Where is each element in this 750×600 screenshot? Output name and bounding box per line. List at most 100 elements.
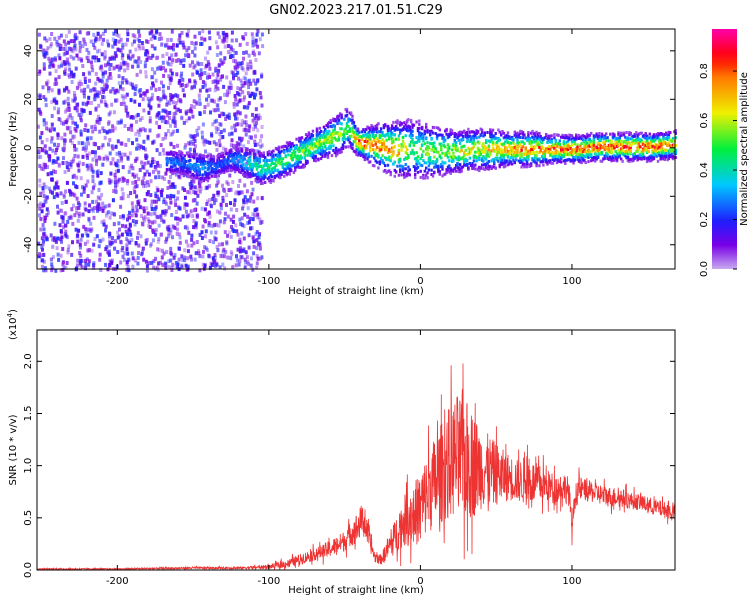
heatmap-cell <box>105 129 109 134</box>
heatmap-cell <box>192 65 196 70</box>
heatmap-cell <box>57 53 61 58</box>
heatmap-cell <box>38 213 41 218</box>
heatmap-cell <box>329 121 332 124</box>
heatmap-cell <box>508 151 511 155</box>
heatmap-cell <box>203 217 207 222</box>
heatmap-cell <box>340 146 343 150</box>
heatmap-cell <box>485 155 488 159</box>
heatmap-cell <box>465 130 469 134</box>
heatmap-cell <box>377 130 380 134</box>
heatmap-cell <box>392 138 395 142</box>
heatmap-cell <box>160 188 164 193</box>
heatmap-cell <box>389 132 392 136</box>
heatmap-cell <box>227 132 231 137</box>
heatmap-cell <box>201 262 205 267</box>
heatmap-cell <box>135 173 139 178</box>
heatmap-cell <box>97 202 101 207</box>
heatmap-cell <box>171 262 175 267</box>
heatmap-cell <box>240 231 244 236</box>
heatmap-cell <box>218 96 222 101</box>
heatmap-cell <box>422 173 425 177</box>
heatmap-cell <box>81 162 85 166</box>
heatmap-cell <box>105 78 109 83</box>
heatmap-cell <box>250 32 254 37</box>
heatmap-cell <box>358 139 361 143</box>
heatmap-cell <box>542 157 545 161</box>
heatmap-cell <box>491 142 495 146</box>
heatmap-cell <box>149 242 153 246</box>
heatmap-cell <box>94 71 98 76</box>
heatmap-cell <box>487 160 491 163</box>
heatmap-cell <box>242 75 246 80</box>
heatmap-cell <box>468 150 471 154</box>
heatmap-cell <box>55 148 58 152</box>
heatmap-cell <box>203 81 207 86</box>
heatmap-cell <box>389 171 392 175</box>
heatmap-cell <box>307 148 311 152</box>
heatmap-cell <box>459 163 462 167</box>
heatmap-cell <box>479 150 482 154</box>
heatmap-cell <box>147 183 151 188</box>
heatmap-cell <box>174 52 178 57</box>
heatmap-cell <box>543 136 546 140</box>
heatmap-cell <box>479 152 482 156</box>
heatmap-cell <box>60 230 64 235</box>
heatmap-cell <box>311 137 315 141</box>
heatmap-cell <box>295 160 298 164</box>
heatmap-cell <box>102 37 105 42</box>
heatmap-cell <box>72 74 76 79</box>
heatmap-cell <box>153 70 157 75</box>
heatmap-cell <box>256 215 260 220</box>
heatmap-cell <box>249 195 253 200</box>
heatmap-cell <box>394 170 398 174</box>
heatmap-cell <box>201 80 205 85</box>
heatmap-cell <box>167 234 171 239</box>
heatmap-cell <box>135 119 138 124</box>
heatmap-cell <box>298 155 301 159</box>
heatmap-cell <box>385 145 388 149</box>
heatmap-cell <box>419 132 422 135</box>
heatmap-cell <box>251 36 255 41</box>
heatmap-cell <box>176 170 180 173</box>
heatmap-cell <box>373 130 376 133</box>
heatmap-cell <box>474 154 477 158</box>
heatmap-cell <box>189 209 193 214</box>
heatmap-cell <box>279 172 282 176</box>
heatmap-cell <box>445 153 448 157</box>
heatmap-cell <box>137 56 141 61</box>
heatmap-cell <box>253 208 257 213</box>
heatmap-cell <box>254 159 257 163</box>
heatmap-cell <box>197 126 201 130</box>
heatmap-cell <box>145 57 149 62</box>
heatmap-cell <box>108 151 112 156</box>
heatmap-cell <box>460 138 463 142</box>
heatmap-cell <box>78 245 82 250</box>
heatmap-cell <box>93 183 97 188</box>
heatmap-cell <box>38 69 42 74</box>
heatmap-cell <box>161 137 165 141</box>
heatmap-cell <box>536 132 540 136</box>
heatmap-cell <box>304 159 308 163</box>
heatmap-cell <box>405 148 409 152</box>
heatmap-cell <box>68 67 72 72</box>
heatmap-cell <box>93 88 97 93</box>
heatmap-cell <box>366 125 369 129</box>
heatmap-cell <box>108 110 112 115</box>
heatmap-cell <box>517 141 521 145</box>
heatmap-cell <box>561 133 564 137</box>
heatmap-cell <box>174 58 178 63</box>
heatmap-cell <box>94 107 98 112</box>
heatmap-cell <box>384 124 387 128</box>
heatmap-cell <box>102 129 106 133</box>
heatmap-cell <box>118 153 122 157</box>
heatmap-cell <box>274 146 278 150</box>
heatmap-cell <box>237 64 241 68</box>
heatmap-cell <box>336 139 339 143</box>
heatmap-cell <box>101 162 105 167</box>
heatmap-cell <box>187 174 190 178</box>
heatmap-cell <box>339 121 342 125</box>
heatmap-cell <box>203 138 207 143</box>
heatmap-cell <box>570 138 574 142</box>
heatmap-cell <box>564 161 567 165</box>
heatmap-cell <box>244 32 248 37</box>
